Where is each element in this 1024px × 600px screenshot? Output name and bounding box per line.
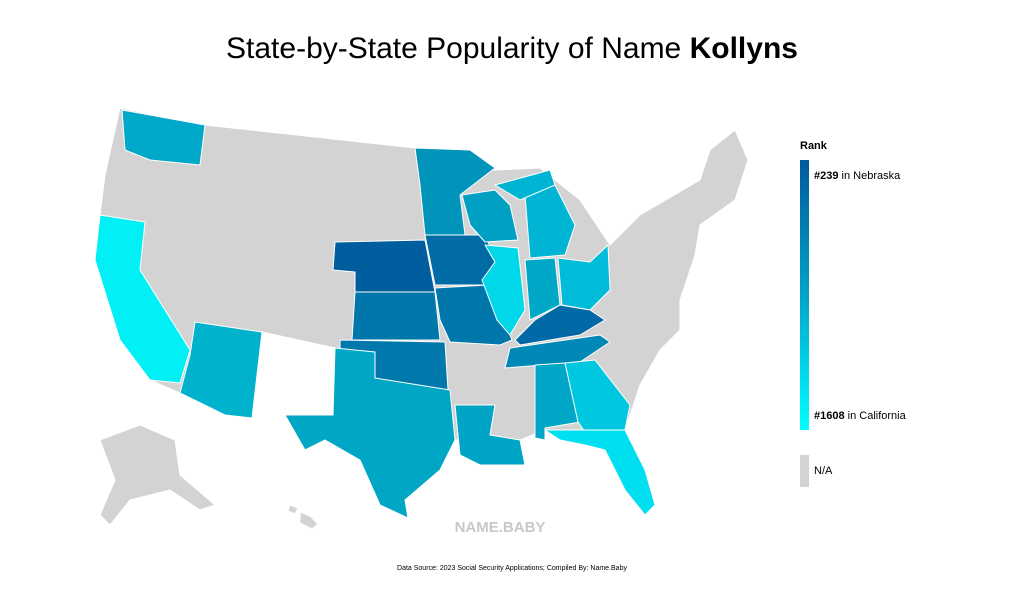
legend-top-rank: #239 — [814, 170, 838, 182]
watermark: NAME.BABY — [455, 519, 546, 536]
state — [179, 321, 263, 419]
alaska — [99, 424, 216, 526]
state — [544, 429, 656, 516]
state — [514, 304, 606, 346]
legend-na-swatch — [800, 455, 809, 487]
state — [454, 404, 526, 466]
state — [351, 291, 441, 341]
legend-bottom-rank: #1608 — [814, 410, 845, 422]
state — [494, 169, 556, 201]
state — [481, 244, 526, 336]
state — [94, 214, 191, 384]
legend-bottom: #1608 in California — [814, 410, 907, 422]
legend-na: N/A — [814, 465, 833, 477]
legend-top: #239 in Nebraska — [814, 170, 901, 182]
source: Data Source: 2023 Social Security Applic… — [397, 565, 627, 572]
title-name: Kollyns — [690, 32, 798, 65]
legend-title: Rank — [800, 140, 828, 152]
state — [284, 347, 456, 519]
state — [414, 147, 496, 236]
title: State-by-State Popularity of Name Kollyn… — [226, 32, 798, 65]
state — [121, 109, 206, 166]
state — [504, 334, 611, 369]
legend-bottom-label: in California — [848, 410, 907, 422]
hawaii — [287, 504, 319, 530]
legend-top-label: in Nebraska — [842, 170, 902, 182]
legend: Rank #239 in Nebraska #1608 in Californi… — [800, 140, 907, 487]
state — [461, 189, 519, 243]
map — [94, 107, 749, 530]
title-text: State-by-State Popularity of Name — [226, 32, 681, 65]
legend-gradient — [800, 160, 809, 430]
